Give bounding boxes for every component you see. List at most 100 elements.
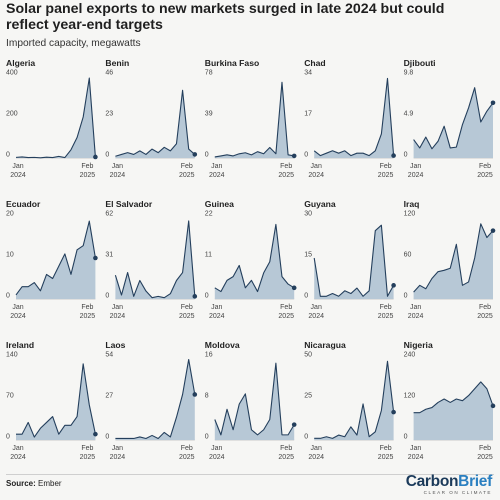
last-value-point [93,154,98,160]
panel-el-salvador: El Salvador 0 31 62 Jan 2024 Feb 2025 [105,199,198,320]
series-area [16,221,96,299]
x-start-label: Jan 2024 [110,445,126,461]
y-tick-label: 11 [205,252,212,259]
y-tick-label: 46 [105,70,113,77]
last-value-point [291,422,297,427]
series-area [314,225,394,299]
panel-title: Burkina Faso [205,58,259,68]
y-tick-label: 0 [6,152,10,159]
panel-guyana: Guyana 0 15 30 Jan 2024 Feb 2025 [304,199,396,320]
series-area [16,363,96,440]
chart-subtitle: Imported capacity, megawatts [6,38,141,49]
x-start-label: Jan 2024 [10,304,26,320]
y-tick-label: 27 [105,393,113,400]
y-tick-label: 140 [6,352,18,359]
y-tick-label: 25 [304,393,312,400]
series-area [115,359,195,440]
logo-wordmark: CarbonBrief [406,473,493,490]
x-start-label: Jan 2024 [408,163,424,179]
series-area [115,90,195,158]
series-line [413,223,494,293]
y-tick-label: 120 [404,211,416,218]
y-tick-label: 10 [6,252,14,259]
x-start-label: Jan 2024 [10,445,26,461]
panel-title: Ireland [6,340,34,350]
source-label: Source: [6,479,36,488]
x-end-label: Feb 2025 [179,163,195,179]
last-value-point [291,285,297,291]
series-area [214,363,295,440]
series-line [114,220,196,299]
panel-title: Nicaragua [304,340,346,350]
logo-text-brief: Brief [458,473,492,490]
panel-title: Ecuador [6,199,41,209]
last-value-point [391,409,396,415]
y-tick-label: 0 [6,434,10,441]
x-start-label: Jan 2024 [408,304,424,320]
x-start-label: Jan 2024 [209,445,225,461]
series-line [313,224,395,297]
y-tick-label: 120 [404,393,416,400]
series-line [15,220,96,296]
series-area [413,223,493,299]
x-end-label: Feb 2025 [378,304,394,320]
y-tick-label: 20 [6,211,14,218]
last-value-point [192,392,198,397]
x-end-label: Feb 2025 [378,445,394,461]
logo-tagline: CLEAR ON CLIMATE [423,490,492,495]
x-start-label: Jan 2024 [110,163,126,179]
x-end-label: Feb 2025 [477,163,493,179]
y-tick-label: 0 [105,152,109,159]
last-value-point [490,228,496,233]
carbonbrief-logo: CarbonBrief CLEAR ON CLIMATE [406,473,493,496]
x-end-label: Feb 2025 [80,445,96,461]
y-tick-label: 0 [205,152,209,159]
x-start-label: Jan 2024 [209,163,225,179]
panel-title: Iraq [404,199,420,209]
y-tick-label: 16 [205,352,213,359]
panel-title: Algeria [6,58,35,68]
x-end-label: Feb 2025 [477,304,493,320]
last-value-point [391,283,396,288]
y-tick-label: 22 [205,211,213,218]
y-tick-label: 0 [404,293,408,300]
series-line [413,381,494,414]
y-tick-label: 62 [105,211,113,218]
panel-title: Nigeria [404,340,433,350]
x-start-label: Jan 2024 [110,304,126,320]
y-tick-label: 54 [105,352,113,359]
series-line [16,363,96,438]
panel-title: Chad [304,58,325,68]
panel-guinea: Guinea 0 11 22 Jan 2024 Feb 2025 [205,199,297,320]
last-value-point [291,153,297,159]
x-end-label: Feb 2025 [278,304,294,320]
y-tick-label: 23 [105,111,113,118]
y-tick-label: 30 [304,211,312,218]
y-tick-label: 0 [304,152,308,159]
y-tick-label: 50 [304,352,312,359]
series-line [214,81,295,158]
series-area [413,87,493,158]
y-tick-label: 240 [404,352,416,359]
series-area [413,381,493,440]
y-tick-label: 400 [6,70,18,77]
y-tick-label: 0 [205,434,209,441]
y-tick-label: 0 [404,152,408,159]
panel-title: Guinea [205,199,234,209]
y-tick-label: 4.9 [404,111,414,118]
y-tick-label: 0 [105,434,109,441]
x-start-label: Jan 2024 [308,163,324,179]
last-value-point [391,153,396,158]
series-line [214,223,295,293]
y-tick-label: 39 [205,111,213,118]
source-text: Ember [38,479,62,488]
series-line [413,87,494,150]
y-tick-label: 0 [304,434,308,441]
y-tick-label: 0 [404,434,408,441]
x-end-label: Feb 2025 [477,445,493,461]
panel-title: El Salvador [105,199,152,209]
x-start-label: Jan 2024 [408,445,424,461]
x-start-label: Jan 2024 [209,304,225,320]
panel-moldova: Moldova 0 8 16 Jan 2024 Feb 2025 [205,340,297,461]
last-value-point [93,431,98,437]
